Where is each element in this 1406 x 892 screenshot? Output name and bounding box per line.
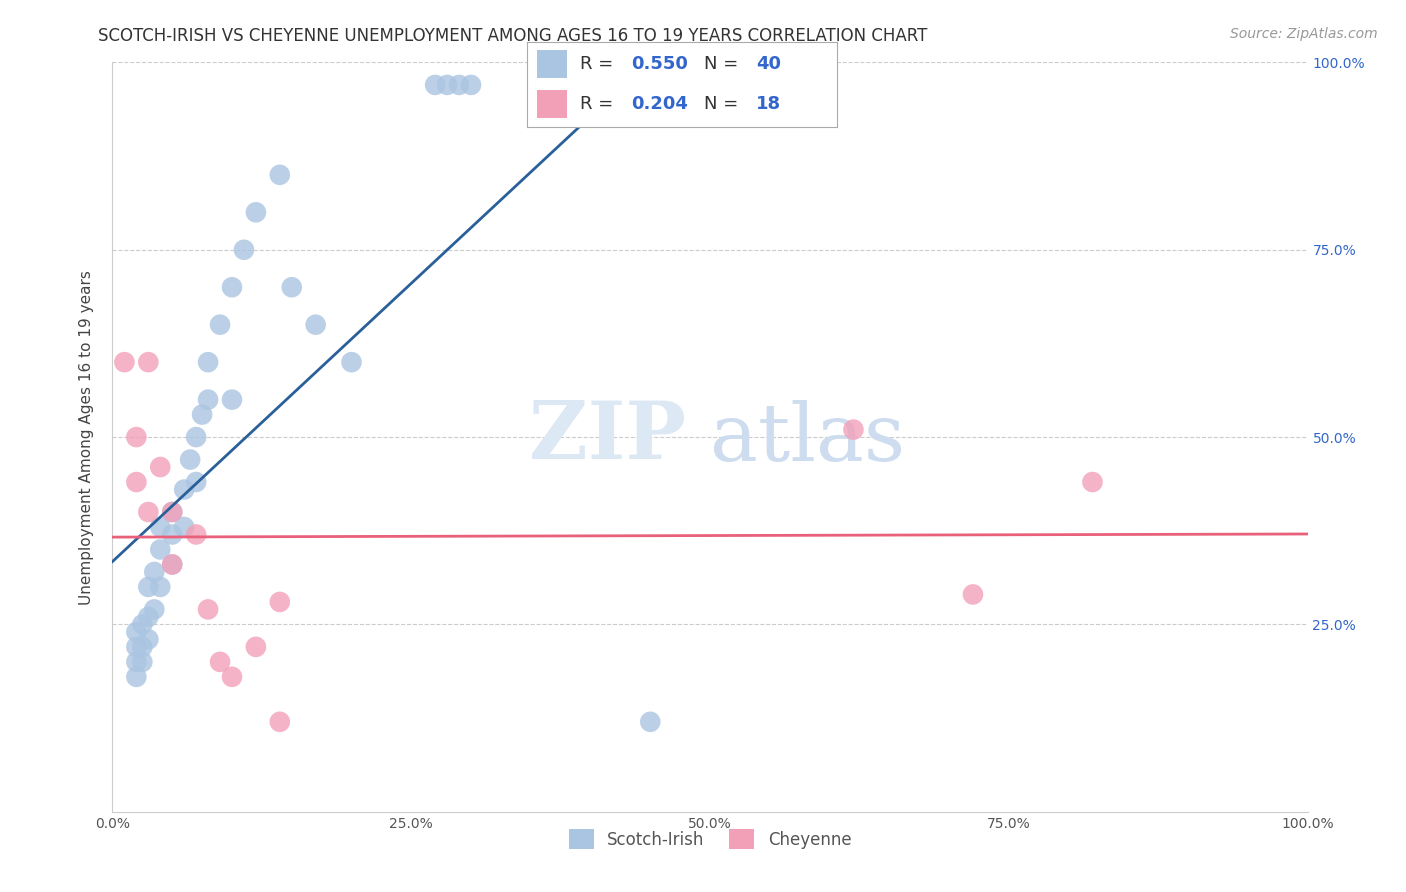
Point [173,520,195,534]
Point [138,505,160,519]
Point [138,632,160,647]
Point [191,408,214,422]
Y-axis label: Unemployment Among Ages 16 to 19 years: Unemployment Among Ages 16 to 19 years [79,269,94,605]
Point [131,617,153,632]
Text: N =: N = [703,95,744,112]
Text: 18: 18 [756,95,782,112]
Point [269,168,291,182]
Text: SCOTCH-IRISH VS CHEYENNE UNEMPLOYMENT AMONG AGES 16 TO 19 YEARS CORRELATION CHAR: SCOTCH-IRISH VS CHEYENNE UNEMPLOYMENT AM… [98,27,928,45]
Point [197,392,219,407]
Point [173,483,195,497]
Point [138,355,160,369]
Point [221,280,243,294]
Point [340,355,363,369]
Text: R =: R = [579,55,619,73]
Point [125,640,148,654]
Point [125,430,148,444]
Point [186,475,208,489]
FancyBboxPatch shape [537,51,568,78]
Point [131,655,153,669]
FancyBboxPatch shape [537,90,568,119]
Text: Source: ZipAtlas.com: Source: ZipAtlas.com [1230,27,1378,41]
Point [149,520,172,534]
Point [245,205,267,219]
Point [162,505,183,519]
Point [138,610,160,624]
Point [125,670,148,684]
Point [640,714,662,729]
Text: 0.204: 0.204 [631,95,688,112]
Text: N =: N = [703,55,744,73]
Point [842,423,865,437]
Point [209,655,232,669]
Text: ZIP: ZIP [529,398,686,476]
Point [143,565,166,579]
Point [436,78,458,92]
Legend: Scotch-Irish, Cheyenne: Scotch-Irish, Cheyenne [562,822,858,855]
Point [221,392,243,407]
Point [269,714,291,729]
Point [125,624,148,639]
Point [209,318,232,332]
Point [162,527,183,541]
Point [149,542,172,557]
Point [149,460,172,475]
Point [138,580,160,594]
Point [114,355,135,369]
Point [233,243,256,257]
Point [149,580,172,594]
Point [186,527,208,541]
Point [197,355,219,369]
Point [186,430,208,444]
Point [460,78,482,92]
Point [962,587,984,601]
Text: atlas: atlas [710,400,905,477]
Text: R =: R = [579,95,619,112]
Point [131,640,153,654]
Text: 40: 40 [756,55,782,73]
Text: 0.550: 0.550 [631,55,688,73]
Point [447,78,470,92]
Point [425,78,447,92]
Point [245,640,267,654]
Point [281,280,304,294]
Point [162,558,183,572]
Point [125,475,148,489]
Point [221,670,243,684]
Point [305,318,328,332]
Point [162,505,183,519]
Point [143,602,166,616]
Point [269,595,291,609]
Point [179,452,201,467]
Point [125,655,148,669]
Point [1081,475,1104,489]
Point [162,558,183,572]
Point [197,602,219,616]
